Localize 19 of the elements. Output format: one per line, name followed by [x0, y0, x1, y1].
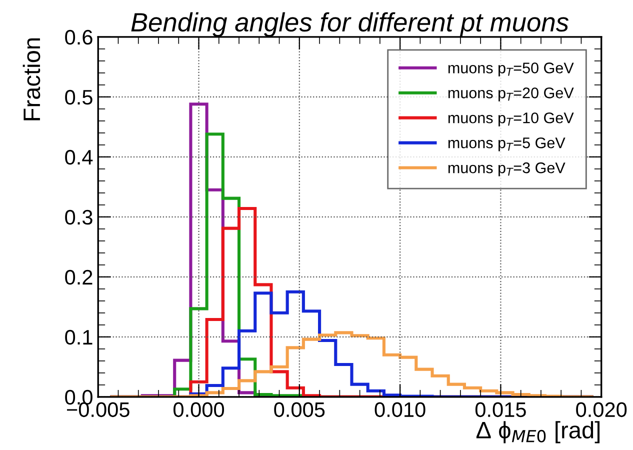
x-tick-label: 0.000	[174, 402, 224, 418]
legend-label: muons p$_{T}$=5 GeV	[448, 137, 566, 152]
y-tick-label: 0.5	[65, 90, 92, 105]
y-tick-label: 0.3	[65, 210, 92, 225]
legend-label: muons p$_{T}$=10 GeV	[448, 112, 574, 126]
x-tick-label: 0.005	[274, 402, 325, 418]
legend-label: muons p$_{T}$=3 GeV	[448, 162, 566, 176]
x-axis-title: Δ ϕ$_{ME0}$ [rad]	[476, 421, 600, 444]
x-tick-label: 0.020	[576, 402, 627, 418]
y-tick-label: 0.1	[65, 330, 92, 345]
y-tick-label: 0.2	[65, 270, 92, 285]
y-axis-title: Fraction	[22, 38, 40, 120]
y-tick-label: 0.6	[65, 30, 92, 45]
x-tick-label: 0.015	[475, 402, 526, 418]
chart-title: Bending angles for different pt muons	[131, 12, 569, 37]
legend-label: muons p$_{T}$=50 GeV	[448, 62, 574, 76]
legend-label: muons p$_{T}$=20 GeV	[448, 88, 574, 102]
y-tick-label: 0.4	[65, 150, 93, 165]
x-tick-label: 0.010	[374, 402, 426, 418]
